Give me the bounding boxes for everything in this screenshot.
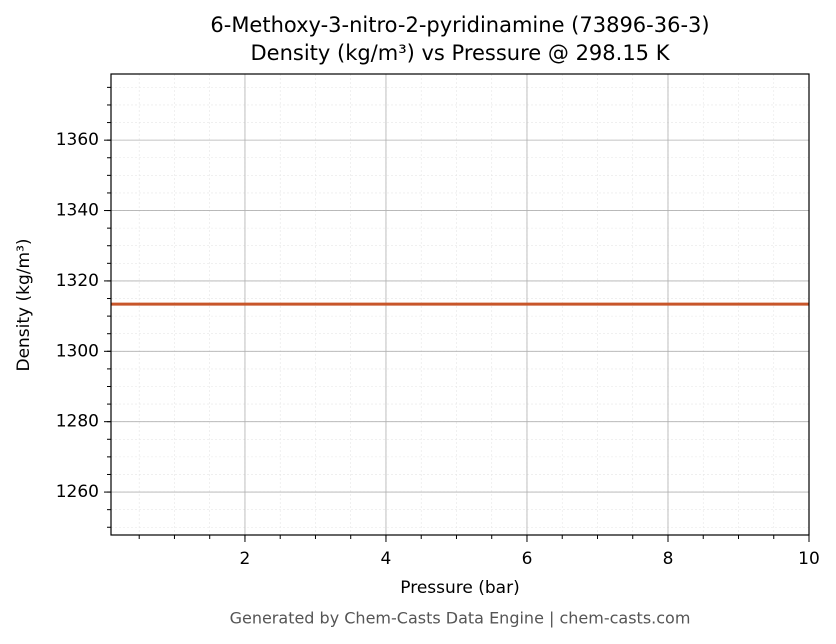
y-tick-label: 1320 <box>56 271 99 291</box>
plot-frame <box>110 73 810 536</box>
y-tick-label: 1340 <box>56 201 99 221</box>
y-tick-label: 1280 <box>56 412 99 432</box>
x-tick-label: 2 <box>240 549 251 569</box>
x-tick-label: 8 <box>663 549 674 569</box>
x-tick-label: 4 <box>381 549 392 569</box>
y-tick-label: 1360 <box>56 130 99 150</box>
chart-subtitle: Density (kg/m³) vs Pressure @ 298.15 K <box>250 41 670 65</box>
y-tick-label: 1300 <box>56 341 99 361</box>
footer: Generated by Chem-Casts Data Engine | ch… <box>230 609 691 628</box>
chart-title: 6-Methoxy-3-nitro-2-pyridinamine (73896-… <box>210 13 709 37</box>
y-axis-label: Density (kg/m³) <box>14 238 34 371</box>
x-axis-label: Pressure (bar) <box>400 578 519 598</box>
y-tick-label: 1260 <box>56 482 99 502</box>
x-tick-label: 10 <box>798 549 820 569</box>
x-tick-label: 6 <box>522 549 533 569</box>
